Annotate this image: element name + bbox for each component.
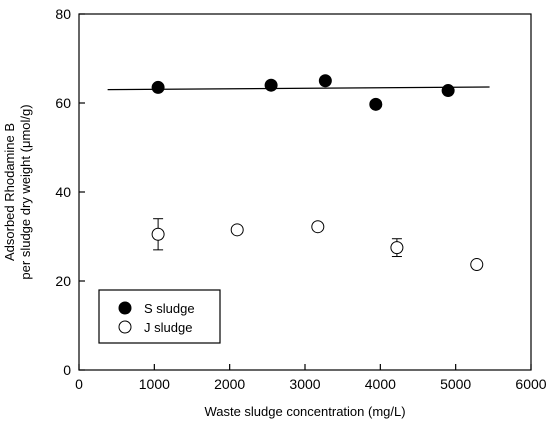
legend-s-sludge-label: S sludge xyxy=(144,301,195,316)
x-tick-label-1000: 1000 xyxy=(139,376,170,392)
y-axis-label-line2: per sludge dry weight (μmol/g) xyxy=(18,104,33,279)
y-axis-ticks: 0 20 40 60 80 xyxy=(55,6,85,378)
x-tick-label-2000: 2000 xyxy=(214,376,245,392)
y-tick-label-0: 0 xyxy=(63,362,71,378)
legend: S sludge J sludge xyxy=(98,289,221,344)
y-tick-label-80: 80 xyxy=(55,6,71,22)
x-axis-ticks: 0 1000 2000 3000 4000 5000 6000 xyxy=(75,364,547,392)
j-sludge-point-0 xyxy=(151,227,165,241)
legend-box xyxy=(98,289,221,344)
x-tick-label-4000: 4000 xyxy=(365,376,396,392)
x-tick-label-3000: 3000 xyxy=(289,376,320,392)
y-tick-label-20: 20 xyxy=(55,273,71,289)
s-sludge-point-3 xyxy=(369,97,383,111)
s-sludge-fit-line xyxy=(107,86,490,91)
legend-s-sludge-marker xyxy=(118,301,132,315)
x-tick-label-6000: 6000 xyxy=(515,376,546,392)
s-sludge-point-2 xyxy=(318,74,332,88)
s-sludge-point-4 xyxy=(441,84,455,98)
s-sludge-point-1 xyxy=(264,78,278,92)
legend-j-sludge-label: J sludge xyxy=(144,320,192,335)
legend-j-sludge-marker xyxy=(118,320,132,334)
j-sludge-point-4 xyxy=(470,258,484,272)
j-sludge-point-2 xyxy=(311,220,325,234)
data-series xyxy=(151,74,484,272)
x-tick-label-0: 0 xyxy=(75,376,83,392)
y-axis-label-line1: Adsorbed Rhodamine B xyxy=(2,123,17,261)
j-sludge-point-1 xyxy=(230,223,244,237)
y-tick-label-40: 40 xyxy=(55,184,71,200)
s-sludge-point-0 xyxy=(151,80,165,94)
x-tick-label-5000: 5000 xyxy=(440,376,471,392)
y-tick-label-60: 60 xyxy=(55,95,71,111)
x-axis-label: Waste sludge concentration (mg/L) xyxy=(204,404,405,419)
plot-frame xyxy=(78,13,532,371)
j-sludge-point-3 xyxy=(390,241,404,255)
